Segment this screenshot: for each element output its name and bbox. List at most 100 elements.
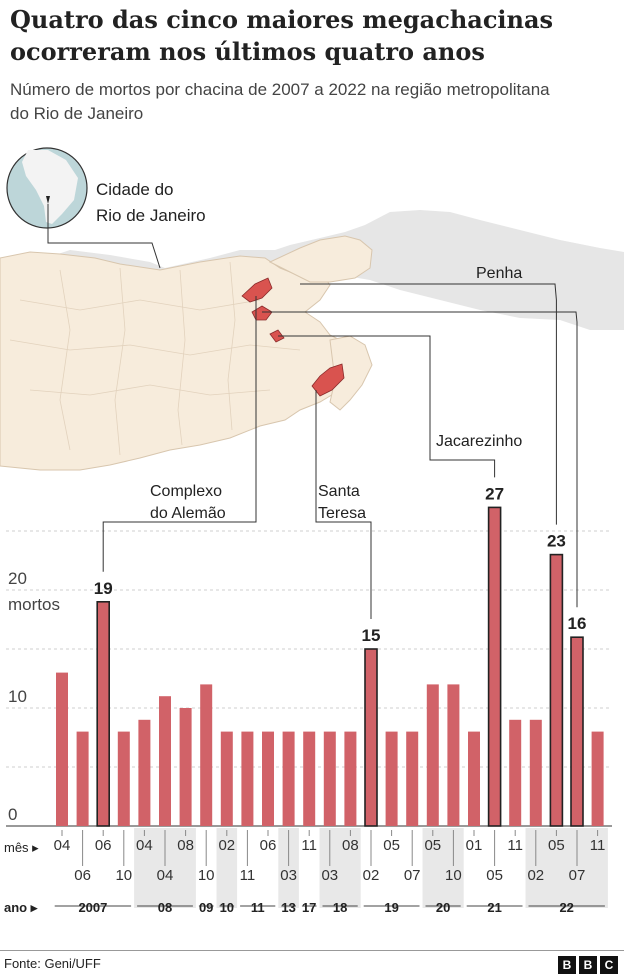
map-niteroi-east: [329, 335, 373, 411]
bar: [200, 684, 213, 826]
bar: [138, 719, 151, 826]
year-label: 09: [199, 900, 213, 915]
bar: [468, 731, 480, 826]
month-label: 05: [424, 837, 441, 854]
bar: [117, 731, 130, 826]
annotation-label: Teresa: [318, 505, 366, 522]
bar: [570, 636, 584, 827]
month-label: 06: [95, 837, 112, 854]
annotation-label: Jacarezinho: [436, 433, 522, 450]
data-label: 23: [547, 532, 566, 551]
source-note: Fonte: Geni/UFF: [4, 956, 101, 971]
month-label: 11: [507, 837, 523, 854]
bar: [447, 684, 460, 826]
bar: [406, 731, 419, 826]
month-label: 04: [157, 867, 174, 884]
y-tick-label: 0: [8, 805, 17, 824]
year-band: [422, 828, 464, 908]
annotation-leader: [300, 283, 557, 525]
bar: [179, 708, 192, 826]
year-band: [216, 828, 238, 908]
bar: [241, 731, 254, 826]
month-label: 10: [445, 867, 462, 884]
logo-letter-b2: B: [579, 956, 597, 974]
bar: [426, 684, 439, 826]
map-district-lines: [9, 261, 301, 456]
annotation-label: Santa: [318, 483, 360, 500]
annotation-leader: [262, 311, 578, 608]
bar: [529, 719, 542, 826]
globe-rio-marker: [46, 196, 50, 204]
month-label: 06: [74, 867, 91, 884]
data-label: 27: [485, 484, 504, 503]
month-label: 01: [466, 837, 483, 854]
bar: [159, 696, 171, 826]
footer-divider: [0, 950, 624, 951]
month-label: 11: [590, 837, 606, 854]
bar: [549, 553, 564, 827]
annotation-leader: [315, 390, 372, 619]
map-niteroi-area: [268, 235, 373, 283]
bar: [385, 731, 398, 826]
month-label: 05: [548, 837, 565, 854]
annotation-leader: [102, 296, 257, 572]
year-label: 20: [436, 900, 450, 915]
year-label: 22: [559, 900, 573, 915]
year-band: [278, 828, 299, 908]
month-label: 03: [321, 867, 338, 884]
month-label: 08: [342, 837, 359, 854]
month-label: 08: [177, 837, 194, 854]
month-label: 02: [218, 837, 235, 854]
year-label: 10: [220, 900, 234, 915]
logo-letter-c: C: [600, 956, 618, 974]
map-area-penha: [251, 305, 273, 321]
month-label: 11: [240, 867, 256, 884]
bar: [364, 648, 378, 827]
chart-title: Quatro das cinco maiores megachacinas oc…: [10, 5, 554, 66]
data-label: 15: [362, 626, 381, 645]
bar: [303, 731, 316, 826]
bar: [282, 731, 295, 826]
data-label: 19: [94, 579, 113, 598]
logo-letter-b1: B: [558, 956, 576, 974]
bar: [262, 731, 274, 826]
annotation-label: Penha: [476, 265, 522, 282]
month-label: 10: [198, 867, 215, 884]
year-label: 2007: [78, 900, 107, 915]
year-label: 19: [384, 900, 398, 915]
chart-canvas: Cidade do Rio de Janeiro 19 15 27 23 16 Compl…: [0, 147, 624, 915]
map-highlight-areas: [241, 277, 345, 397]
month-label: 06: [260, 837, 277, 854]
inset-label-line2: Rio de Janeiro: [96, 206, 206, 225]
map-area-santa-teresa: [311, 363, 345, 397]
year-bands: [54, 828, 608, 908]
globe-south-america: [22, 150, 78, 224]
year-label: 21: [487, 900, 501, 915]
month-label: 10: [115, 867, 132, 884]
year-band: [319, 828, 361, 908]
bar: [591, 731, 604, 826]
y-axis-label: mortos: [8, 595, 60, 614]
month-label: 03: [280, 867, 297, 884]
data-label: 16: [568, 614, 587, 633]
month-label: 05: [383, 837, 400, 854]
year-label: 11: [251, 900, 265, 915]
map-area-jacarezinho: [269, 329, 285, 343]
month-label: 07: [569, 867, 586, 884]
inset-label-line1: Cidade do: [96, 180, 174, 199]
month-label: 11: [301, 837, 317, 854]
annotation-label: Complexo: [150, 483, 222, 500]
bar: [487, 506, 502, 827]
year-row-label: ano ▸: [4, 900, 39, 915]
map: Cidade do Rio de Janeiro: [0, 147, 624, 472]
year-label: 13: [281, 900, 295, 915]
bar: [96, 600, 110, 827]
y-tick-label: 10: [8, 687, 27, 706]
month-label: 07: [404, 867, 421, 884]
bar: [56, 672, 68, 826]
bbc-logo: B B C: [558, 956, 618, 974]
chart-subtitle: Número de mortos por chacina de 2007 a 2…: [10, 80, 550, 123]
month-label: 04: [136, 837, 153, 854]
map-area-alemao: [241, 277, 273, 303]
